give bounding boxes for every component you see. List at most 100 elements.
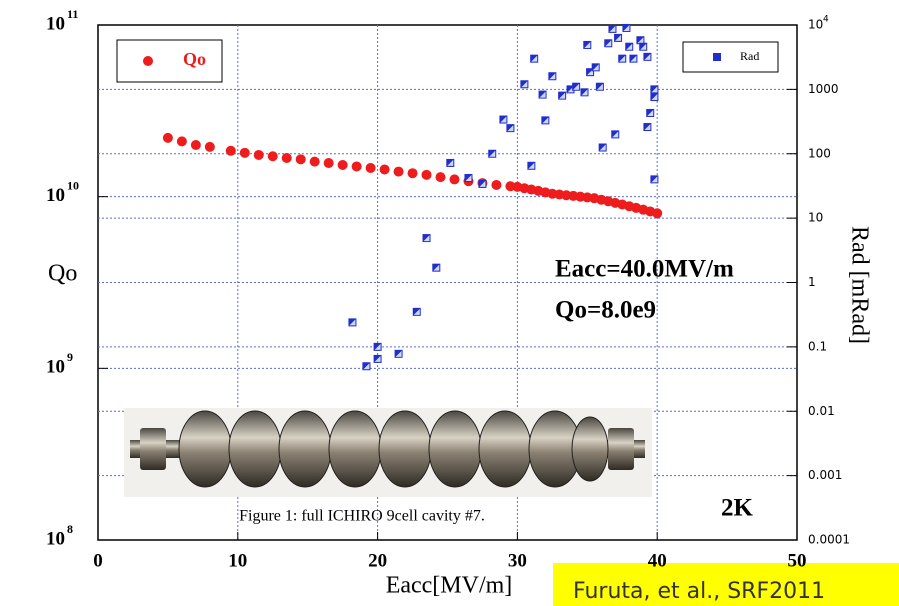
data-point [530, 54, 539, 63]
data-point-highlight [609, 25, 616, 32]
tick-label: 100 [808, 146, 831, 160]
data-point-highlight [567, 86, 574, 93]
citation: Furuta, et al., SRF2011 [573, 579, 825, 604]
data-point [309, 156, 320, 167]
data-point [639, 42, 648, 51]
y2-axis-label: Rad [mRad] [846, 226, 872, 344]
legend-box [116, 39, 223, 83]
data-point [611, 130, 620, 139]
tick-label: 1 [808, 275, 816, 289]
citation-box [553, 563, 899, 606]
data-point-highlight [581, 89, 588, 96]
data-point [464, 174, 473, 183]
data-point-highlight [413, 308, 420, 315]
data-point [204, 141, 215, 152]
tick-label: 0 [93, 550, 103, 571]
tick-label: 0.0001 [808, 533, 850, 547]
data-point [337, 159, 348, 170]
tick-label: 0.01 [808, 404, 835, 418]
data-point [394, 349, 403, 358]
data-point-highlight [630, 55, 637, 62]
data-point-highlight [549, 73, 556, 80]
data-point [520, 80, 529, 89]
data-point-highlight [651, 94, 658, 101]
data-point [449, 174, 460, 185]
data-point [362, 362, 371, 371]
data-point [572, 82, 581, 91]
data-point [618, 54, 627, 63]
tick-label-exponent: 9 [67, 350, 73, 364]
tick-label-exponent: 11 [67, 7, 78, 21]
data-point [435, 172, 446, 183]
data-point-highlight [637, 37, 644, 44]
data-point-highlight [433, 264, 440, 271]
data-point-highlight [500, 116, 507, 123]
data-point [604, 39, 613, 48]
data-point [643, 123, 652, 132]
data-point-highlight [626, 43, 633, 50]
data-point [348, 318, 357, 327]
tick-label: 0.001 [808, 468, 842, 482]
data-point [295, 154, 306, 165]
tick-label: 10 [46, 13, 65, 34]
data-point [190, 139, 201, 150]
data-point [446, 158, 455, 167]
x-axis-label: Eacc[MV/m] [386, 573, 513, 599]
tick-label: 10 [46, 357, 65, 378]
data-point-highlight [521, 81, 528, 88]
data-point [629, 54, 638, 63]
data-point [373, 354, 382, 363]
data-point [176, 136, 187, 147]
data-point [650, 175, 659, 184]
data-point-highlight [647, 109, 654, 116]
figure-caption: Figure 1: full ICHIRO 9cell cavity #7. [239, 508, 485, 525]
data-point-highlight [395, 350, 402, 357]
data-point-highlight [619, 55, 626, 62]
data-point [598, 143, 607, 152]
data-point-highlight [592, 64, 599, 71]
data-point-highlight [559, 92, 566, 99]
data-point [650, 85, 659, 94]
data-point-highlight [596, 83, 603, 90]
data-point [636, 36, 645, 45]
data-point-highlight [465, 175, 472, 182]
annotation: Eacc=40.0MV/m [555, 256, 734, 283]
data-point [351, 161, 362, 172]
data-point-highlight [374, 343, 381, 350]
data-point [625, 42, 634, 51]
legend-label: Qo [183, 49, 206, 69]
data-point-highlight [489, 150, 496, 157]
data-point [162, 132, 173, 143]
data-point-highlight [363, 363, 370, 370]
data-point [506, 124, 515, 133]
annotation: Qo=8.0e9 [555, 297, 656, 324]
data-point [379, 164, 390, 175]
data-point-highlight [423, 235, 430, 242]
legend-label: Rad [740, 49, 759, 63]
data-point-highlight [349, 319, 356, 326]
data-point-highlight [651, 176, 658, 183]
legend-marker [713, 53, 721, 61]
data-point [373, 342, 382, 351]
tick-label: 40 [648, 550, 667, 571]
data-point [580, 88, 589, 97]
data-point [422, 234, 431, 243]
tick-label: 1000 [808, 82, 839, 96]
data-point [541, 116, 550, 125]
data-point [608, 24, 617, 33]
tick-label: 10 [46, 185, 65, 206]
data-point-highlight [623, 24, 630, 31]
y-axis-label: Qo [48, 261, 77, 287]
data-point [548, 72, 557, 81]
data-point-highlight [644, 53, 651, 60]
data-point [281, 152, 292, 163]
data-point [407, 168, 418, 179]
data-point [566, 85, 575, 94]
data-point [583, 40, 592, 49]
tick-label: 10 [228, 550, 247, 571]
data-point-highlight [374, 355, 381, 362]
data-point [652, 208, 663, 219]
data-point [432, 263, 441, 272]
data-point-highlight [531, 55, 538, 62]
data-point-highlight [539, 91, 546, 98]
